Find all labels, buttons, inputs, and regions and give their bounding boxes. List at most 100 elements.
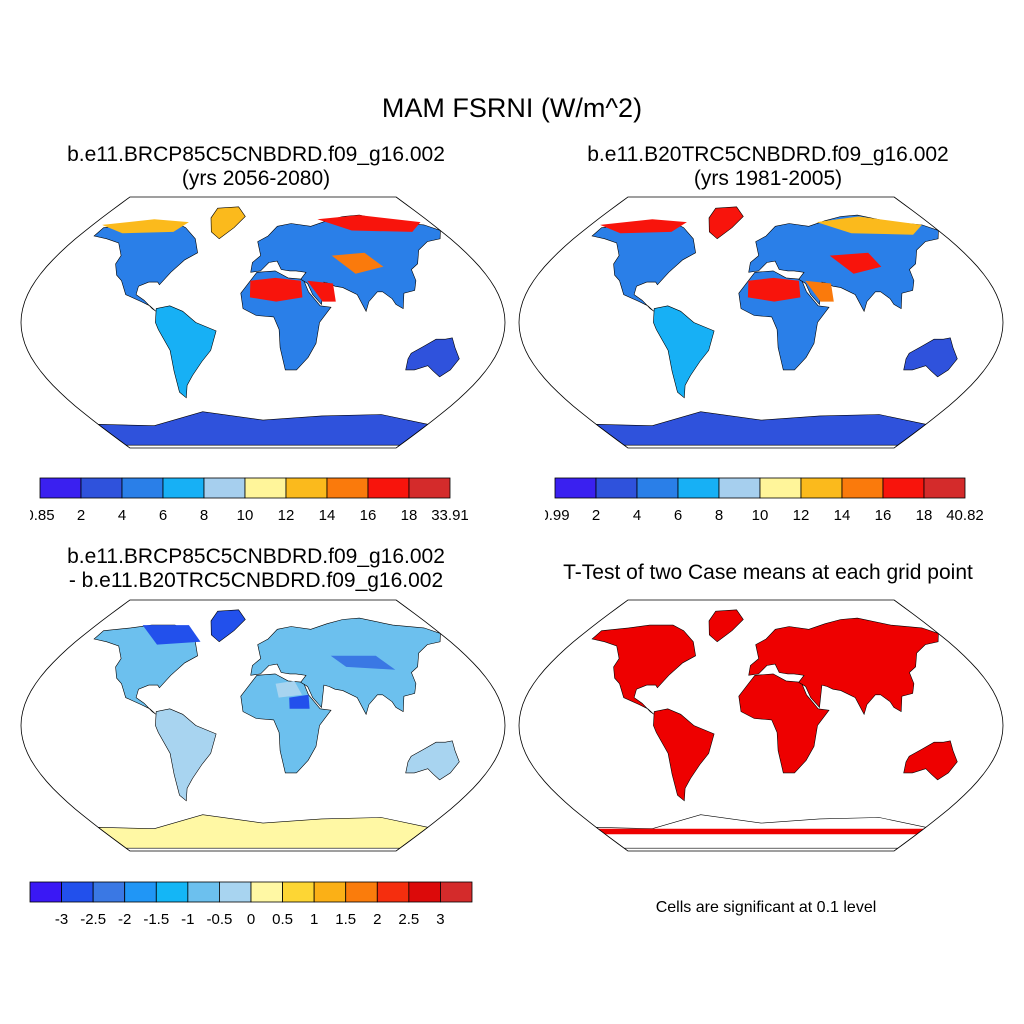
landmass-samerica bbox=[653, 708, 715, 802]
colorbar-swatch bbox=[367, 477, 410, 499]
colorbar-swatch bbox=[92, 881, 126, 903]
landmass-australia bbox=[903, 740, 958, 781]
field-region bbox=[597, 828, 925, 835]
field-region bbox=[289, 694, 310, 709]
colorbar-swatch bbox=[800, 477, 843, 499]
colorbar-swatch bbox=[285, 477, 328, 499]
landmass-greenland bbox=[210, 609, 246, 643]
landmass-australia bbox=[903, 337, 958, 378]
field-region bbox=[747, 277, 801, 302]
panel-4-map bbox=[518, 599, 1004, 852]
colorbar-swatch bbox=[155, 881, 189, 903]
colorbar-label: 6 bbox=[674, 507, 682, 524]
panel-3-title: b.e11.BRCP85C5CNBDRD.f09_g16.002 - b.e11… bbox=[0, 545, 512, 593]
colorbar-label: 33.91 bbox=[431, 507, 469, 524]
colorbar-label: 0.99 bbox=[545, 507, 570, 524]
landmass-samerica bbox=[155, 708, 217, 802]
colorbar-swatch bbox=[124, 881, 157, 903]
colorbar-label: 14 bbox=[319, 507, 336, 524]
landmass-greenland bbox=[210, 206, 246, 240]
panel-2-map bbox=[518, 196, 1004, 449]
colorbar-label: 40.82 bbox=[946, 507, 984, 524]
colorbar-label: 16 bbox=[360, 507, 377, 524]
colorbar-swatch bbox=[636, 477, 679, 499]
panel-1-colorbar: 0.85 2 4 6 8 10 12 14 16 18 33.91 bbox=[30, 477, 469, 524]
panel-3-map bbox=[20, 599, 506, 852]
map-outline bbox=[20, 599, 506, 852]
colorbar-label: -3 bbox=[55, 911, 68, 928]
colorbar-swatch bbox=[203, 477, 246, 499]
field-region bbox=[829, 252, 882, 274]
colorbar-swatch bbox=[61, 881, 94, 903]
colorbar-label: 2 bbox=[373, 911, 381, 928]
landmass-samerica bbox=[155, 305, 217, 399]
colorbar-label: 0.5 bbox=[272, 911, 293, 928]
colorbar-swatch bbox=[554, 477, 597, 499]
panel-1-title-line2: (yrs 2056-2080) bbox=[181, 167, 331, 191]
field-region bbox=[249, 277, 303, 302]
colorbar-swatch bbox=[39, 477, 82, 499]
colorbar-swatch bbox=[718, 477, 761, 499]
colorbar-label: 1 bbox=[310, 911, 318, 928]
panel-3-title-line1: b.e11.BRCP85C5CNBDRD.f09_g16.002 bbox=[67, 545, 445, 568]
colorbar-label: 8 bbox=[715, 507, 723, 524]
colorbar-swatch bbox=[440, 881, 473, 903]
map-outline bbox=[518, 599, 1004, 852]
colorbar-swatch bbox=[313, 881, 347, 903]
colorbar-swatch bbox=[326, 477, 369, 499]
landmass-greenland bbox=[708, 609, 744, 643]
field-region bbox=[102, 219, 189, 234]
field-region bbox=[317, 215, 421, 232]
colorbar-label: 18 bbox=[916, 507, 933, 524]
colorbar-swatch bbox=[219, 881, 252, 903]
colorbar-label: -1 bbox=[181, 911, 194, 928]
landmass-samerica bbox=[653, 305, 715, 399]
colorbar-label: 1.5 bbox=[335, 911, 356, 928]
panel-1-title: b.e11.BRCP85C5CNBDRD.f09_g16.002 (yrs 20… bbox=[0, 143, 512, 191]
colorbar-swatch bbox=[187, 881, 220, 903]
field-region bbox=[805, 280, 834, 302]
panel-2-title: b.e11.B20TRC5CNBDRD.f09_g16.002 (yrs 198… bbox=[512, 143, 1024, 191]
colorbar-swatch bbox=[250, 881, 283, 903]
colorbar-swatch bbox=[841, 477, 884, 499]
landmass-namerica bbox=[591, 221, 696, 312]
colorbar-label: 12 bbox=[278, 507, 295, 524]
field-region bbox=[330, 655, 396, 670]
colorbar-swatch bbox=[408, 477, 451, 499]
landmass-eurasia bbox=[748, 617, 939, 716]
colorbar-swatch bbox=[677, 477, 720, 499]
figure-title: MAM FSRNI (W/m^2) bbox=[381, 93, 643, 123]
colorbar-label: 2.5 bbox=[398, 911, 419, 928]
panel-3-colorbar: -3 -2.5 -2 -1.5 -1 -0.5 0 0.5 1 1.5 2 2.5 3 bbox=[29, 881, 473, 928]
colorbar-swatch bbox=[408, 881, 441, 903]
colorbar-label: 8 bbox=[200, 507, 208, 524]
landmass-antarctica bbox=[97, 411, 429, 446]
colorbar-label: 0 bbox=[247, 911, 255, 928]
colorbar-label: 4 bbox=[118, 507, 126, 524]
panel-1-map bbox=[20, 196, 506, 449]
colorbar-swatch bbox=[595, 477, 638, 499]
landmass-antarctica bbox=[595, 411, 927, 446]
landmass-antarctica bbox=[97, 814, 429, 849]
colorbar-label: 10 bbox=[752, 507, 769, 524]
colorbar-label: 4 bbox=[633, 507, 641, 524]
landmass-australia bbox=[405, 740, 460, 781]
panel-1-title-line1: b.e11.BRCP85C5CNBDRD.f09_g16.002 bbox=[67, 143, 445, 166]
colorbar-label: -2.5 bbox=[80, 911, 106, 928]
colorbar-swatch bbox=[376, 881, 410, 903]
field-region bbox=[600, 219, 687, 234]
colorbar-swatch bbox=[162, 477, 205, 499]
colorbar-swatch bbox=[923, 477, 966, 499]
colorbar-label: 0.85 bbox=[30, 507, 55, 524]
map-outline bbox=[20, 196, 506, 449]
colorbar-label: 10 bbox=[237, 507, 254, 524]
colorbar-swatch bbox=[121, 477, 164, 499]
landmass-greenland bbox=[708, 206, 744, 240]
colorbar-swatch bbox=[282, 881, 315, 903]
significance-note: Cells are significant at 0.1 level bbox=[655, 899, 877, 916]
panel-2-title-line2: (yrs 1981-2005) bbox=[693, 167, 843, 191]
colorbar-label: 16 bbox=[875, 507, 892, 524]
colorbar-label: 3 bbox=[436, 911, 444, 928]
landmass-africa bbox=[738, 673, 830, 774]
colorbar-label: 14 bbox=[834, 507, 851, 524]
